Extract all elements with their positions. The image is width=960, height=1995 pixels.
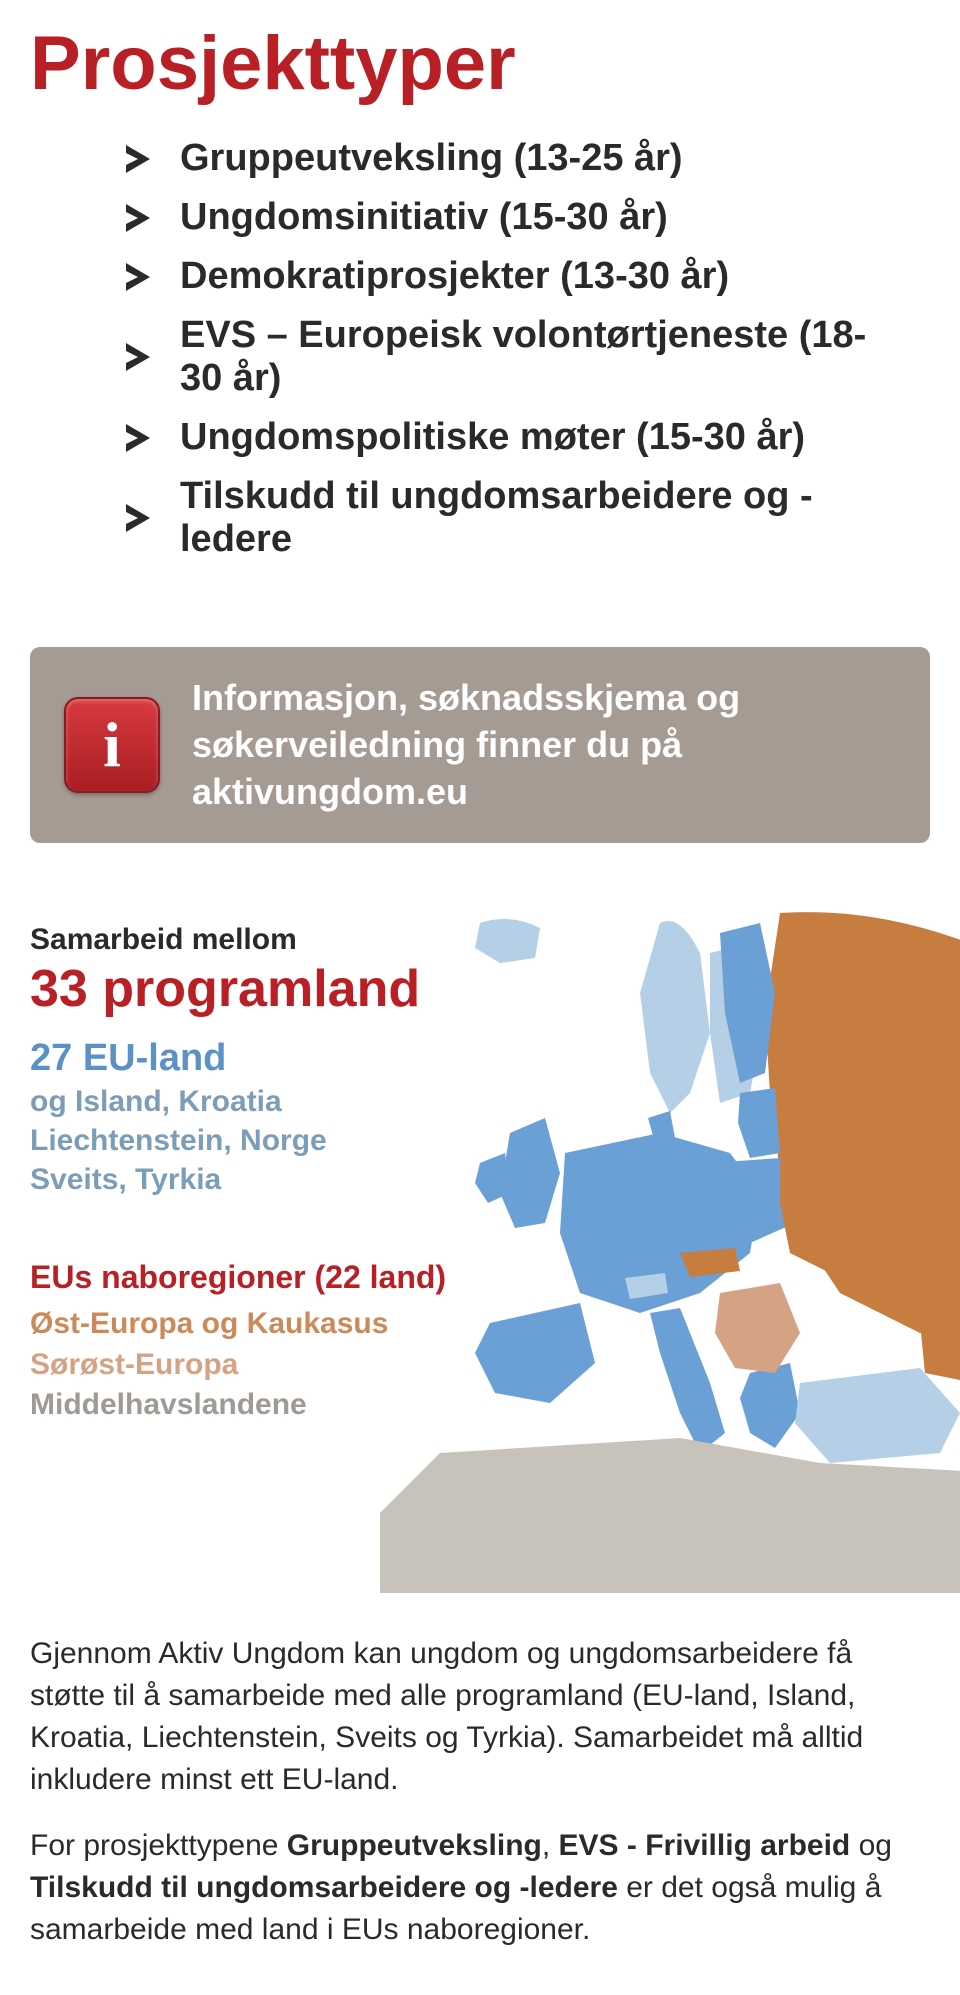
project-label: Ungdomspolitiske møter (15-30 år) bbox=[180, 416, 805, 459]
arrow-icon bbox=[120, 500, 156, 536]
naboregion-title: EUs naboregioner (22 land) bbox=[30, 1259, 490, 1296]
arrow-icon bbox=[120, 339, 156, 375]
text-span: , bbox=[542, 1829, 559, 1862]
list-item: Ungdomspolitiske møter (15-30 år) bbox=[120, 416, 900, 459]
list-item: Demokratiprosjekter (13-30 år) bbox=[120, 255, 900, 298]
arrow-icon bbox=[120, 200, 156, 236]
map-section: Samarbeid mellom 33 programland 27 EU-la… bbox=[0, 893, 960, 1613]
arrow-icon bbox=[120, 259, 156, 295]
region-mid: Middelhavslandene bbox=[30, 1385, 490, 1426]
text-span: og bbox=[850, 1829, 892, 1862]
bold-term: Tilskudd til ungdomsarbeidere og -ledere bbox=[30, 1871, 618, 1904]
list-item: Ungdomsinitiativ (15-30 år) bbox=[120, 196, 900, 239]
page-title: Prosjekttyper bbox=[0, 0, 960, 137]
text-span: For prosjekttypene bbox=[30, 1829, 287, 1862]
project-label: Gruppeutveksling (13-25 år) bbox=[180, 137, 683, 180]
info-box: i Informasjon, søknadsskjema og søkervei… bbox=[30, 647, 930, 843]
project-label: Tilskudd til ungdomsarbeidere og -ledere bbox=[180, 475, 900, 561]
info-text: Informasjon, søknadsskjema og søkerveile… bbox=[192, 675, 896, 815]
project-label: EVS – Europeisk volontørtjeneste (18-30 … bbox=[180, 314, 900, 400]
bold-term: EVS - Frivillig arbeid bbox=[559, 1829, 851, 1862]
samarbeid-label: Samarbeid mellom bbox=[30, 923, 490, 957]
region-sor: Sørøst-Europa bbox=[30, 1345, 490, 1386]
project-type-list: Gruppeutveksling (13-25 år) Ungdomsiniti… bbox=[0, 137, 960, 617]
region-ost: Øst-Europa og Kaukasus bbox=[30, 1304, 490, 1345]
paragraph-1: Gjennom Aktiv Ungdom kan ungdom og ungdo… bbox=[30, 1633, 930, 1801]
eu-sub-countries: og Island, KroatiaLiechtenstein, NorgeSv… bbox=[30, 1082, 490, 1199]
eu-land-count: 27 EU-land bbox=[30, 1037, 490, 1080]
paragraph-2: For prosjekttypene Gruppeutveksling, EVS… bbox=[30, 1825, 930, 1951]
map-text-column: Samarbeid mellom 33 programland 27 EU-la… bbox=[30, 923, 490, 1426]
list-item: Gruppeutveksling (13-25 år) bbox=[120, 137, 900, 180]
body-text: Gjennom Aktiv Ungdom kan ungdom og ungdo… bbox=[0, 1613, 960, 1995]
info-icon: i bbox=[64, 697, 160, 793]
info-icon-letter: i bbox=[103, 708, 121, 782]
programland-title: 33 programland bbox=[30, 959, 490, 1019]
list-item: EVS – Europeisk volontørtjeneste (18-30 … bbox=[120, 314, 900, 400]
bold-term: Gruppeutveksling bbox=[287, 1829, 542, 1862]
project-label: Ungdomsinitiativ (15-30 år) bbox=[180, 196, 668, 239]
list-item: Tilskudd til ungdomsarbeidere og -ledere bbox=[120, 475, 900, 561]
arrow-icon bbox=[120, 420, 156, 456]
arrow-icon bbox=[120, 141, 156, 177]
project-label: Demokratiprosjekter (13-30 år) bbox=[180, 255, 729, 298]
